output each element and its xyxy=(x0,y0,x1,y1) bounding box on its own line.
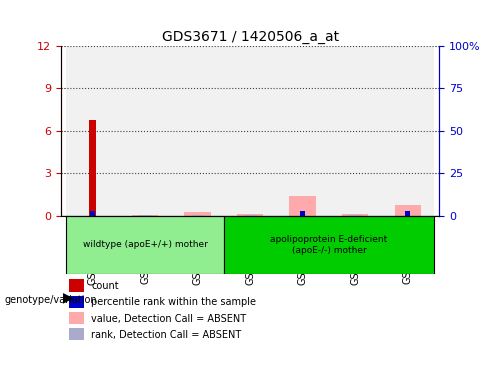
Text: value, Detection Call = ABSENT: value, Detection Call = ABSENT xyxy=(91,314,246,324)
Bar xyxy=(244,215,257,216)
Bar xyxy=(191,215,204,216)
Bar xyxy=(139,215,152,216)
Text: wildtype (apoE+/+) mother: wildtype (apoE+/+) mother xyxy=(82,240,207,249)
Bar xyxy=(184,212,211,216)
Bar xyxy=(68,279,84,291)
Bar xyxy=(68,328,84,340)
Text: ▶: ▶ xyxy=(63,291,74,305)
Bar xyxy=(348,215,362,216)
Bar xyxy=(276,46,329,216)
Text: rank, Detection Call = ABSENT: rank, Detection Call = ABSENT xyxy=(91,330,242,340)
Bar xyxy=(224,216,434,274)
Bar xyxy=(119,46,171,216)
Bar xyxy=(90,212,95,216)
Bar xyxy=(68,312,84,324)
Bar xyxy=(289,196,316,216)
Bar xyxy=(171,46,224,216)
Title: GDS3671 / 1420506_a_at: GDS3671 / 1420506_a_at xyxy=(162,30,339,44)
Bar xyxy=(395,205,421,216)
Bar xyxy=(224,46,276,216)
Bar xyxy=(405,212,410,216)
Text: count: count xyxy=(91,281,119,291)
Text: genotype/variation: genotype/variation xyxy=(5,295,98,305)
Text: percentile rank within the sample: percentile rank within the sample xyxy=(91,297,256,308)
Bar xyxy=(66,216,224,274)
Bar xyxy=(329,46,382,216)
Bar xyxy=(342,214,368,216)
Bar xyxy=(237,214,263,216)
Bar xyxy=(132,215,158,216)
Bar xyxy=(66,46,119,216)
Bar xyxy=(68,296,84,308)
Text: apolipoprotein E-deficient
(apoE-/-) mother: apolipoprotein E-deficient (apoE-/-) mot… xyxy=(270,235,387,255)
Bar xyxy=(382,46,434,216)
Bar xyxy=(89,119,96,216)
Bar xyxy=(300,211,305,216)
